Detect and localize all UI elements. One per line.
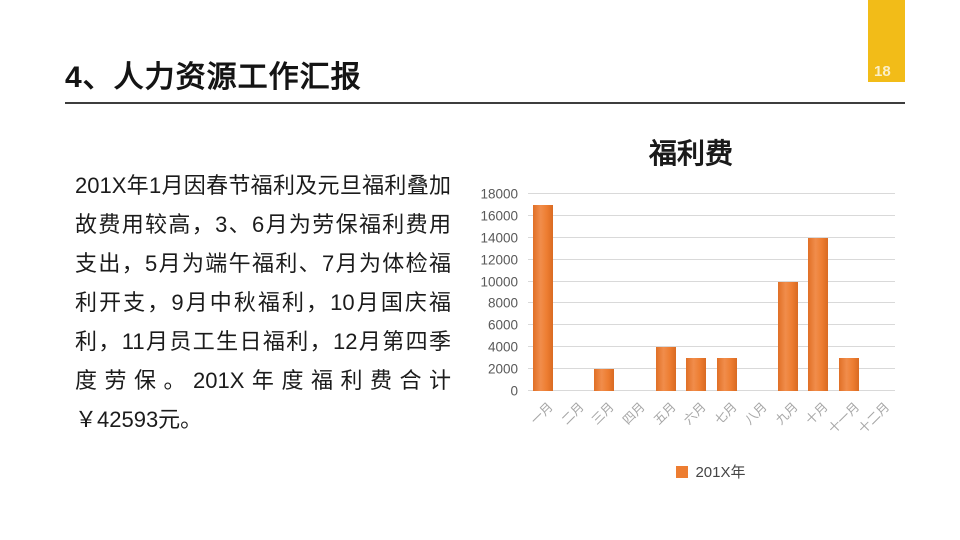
bar-slot-三月 bbox=[589, 194, 620, 391]
x-tick-六月: 六月 bbox=[681, 391, 712, 453]
x-tick-label-二月: 二月 bbox=[559, 399, 587, 428]
gridline-2000 bbox=[528, 368, 895, 370]
bar-slot-一月 bbox=[528, 194, 559, 391]
bar-一月 bbox=[533, 204, 554, 391]
page-number: 18 bbox=[874, 63, 891, 80]
bar-slot-十二月 bbox=[864, 194, 895, 391]
y-tick-label-8000: 8000 bbox=[487, 295, 518, 311]
y-tick-label-12000: 12000 bbox=[480, 252, 518, 268]
page-number-tab: 18 bbox=[868, 0, 905, 82]
bar-九月 bbox=[777, 281, 798, 391]
x-tick-八月: 八月 bbox=[742, 391, 773, 453]
bar-slot-二月 bbox=[559, 194, 590, 391]
bar-series bbox=[528, 194, 895, 391]
y-tick-label-14000: 14000 bbox=[480, 230, 518, 246]
bar-七月 bbox=[716, 358, 737, 391]
welfare-expense-chart: 福利费 0 2000 4000 6000 8000 10000 12000 14000 1600… bbox=[470, 132, 912, 482]
y-tick-label-0: 0 bbox=[510, 383, 518, 399]
x-tick-label-七月: 七月 bbox=[711, 399, 740, 428]
bar-slot-十一月 bbox=[834, 194, 865, 391]
y-tick-label-6000: 6000 bbox=[487, 317, 518, 333]
bar-三月 bbox=[594, 369, 615, 391]
gridline-14000 bbox=[528, 236, 895, 238]
x-tick-九月: 九月 bbox=[773, 391, 804, 453]
x-tick-label-五月: 五月 bbox=[650, 399, 679, 428]
gridline-10000 bbox=[528, 280, 895, 282]
body-paragraph: 201X年1月因春节福利及元旦福利叠加故费用较高，3、6月为劳保福利费用支出，5… bbox=[75, 173, 451, 432]
gridline-12000 bbox=[528, 258, 895, 260]
bar-slot-十月 bbox=[803, 194, 834, 391]
slide-title: 4、人力资源工作汇报 bbox=[65, 61, 362, 94]
x-tick-一月: 一月 bbox=[528, 391, 559, 453]
x-tick-label-四月: 四月 bbox=[620, 399, 648, 428]
bar-slot-五月 bbox=[650, 194, 681, 391]
bar-十一月 bbox=[839, 358, 860, 391]
y-tick-label-16000: 16000 bbox=[480, 208, 518, 224]
bar-slot-八月 bbox=[742, 194, 773, 391]
y-tick-label-10000: 10000 bbox=[480, 274, 518, 290]
x-tick-五月: 五月 bbox=[650, 391, 681, 453]
chart-title: 福利费 bbox=[648, 138, 733, 169]
bar-slot-九月 bbox=[773, 194, 804, 391]
x-tick-label-三月: 三月 bbox=[589, 399, 618, 428]
gridline-6000 bbox=[528, 324, 895, 326]
x-axis-labels: 一月 二月 三月 四月 五月 六月 七月 八月 九月 十月 十一月 十二月 bbox=[528, 391, 895, 453]
bar-slot-六月 bbox=[681, 194, 712, 391]
y-axis-labels: 0 2000 4000 6000 8000 10000 12000 14000 16000 180… bbox=[470, 187, 518, 399]
gridline-16000 bbox=[528, 214, 895, 216]
x-tick-二月: 二月 bbox=[559, 391, 590, 453]
gridline-0 bbox=[528, 390, 895, 391]
gridline-4000 bbox=[528, 346, 895, 348]
plot-area: 0 2000 4000 6000 8000 10000 12000 14000 16000 180… bbox=[480, 187, 895, 399]
bar-六月 bbox=[686, 358, 707, 391]
legend-swatch bbox=[676, 465, 689, 478]
chart-legend: 201X年 bbox=[510, 461, 912, 482]
bar-slot-七月 bbox=[711, 194, 742, 391]
x-tick-七月: 七月 bbox=[711, 391, 742, 453]
x-tick-四月: 四月 bbox=[620, 391, 651, 453]
bar-十月 bbox=[808, 237, 829, 391]
x-tick-十二月: 十二月 bbox=[856, 391, 895, 453]
title-underline bbox=[65, 102, 905, 104]
y-tick-label-18000: 18000 bbox=[480, 186, 518, 202]
legend-label: 201X年 bbox=[695, 464, 746, 481]
x-tick-label-八月: 八月 bbox=[742, 399, 771, 428]
gridline-8000 bbox=[528, 302, 895, 304]
x-tick-label-一月: 一月 bbox=[528, 399, 557, 428]
bar-五月 bbox=[655, 347, 676, 391]
x-tick-label-九月: 九月 bbox=[773, 399, 801, 428]
y-tick-label-2000: 2000 bbox=[487, 361, 518, 377]
y-tick-label-4000: 4000 bbox=[487, 339, 518, 355]
x-tick-label-六月: 六月 bbox=[681, 399, 709, 428]
x-tick-三月: 三月 bbox=[589, 391, 620, 453]
bar-slot-四月 bbox=[620, 194, 651, 391]
gridline-18000 bbox=[528, 193, 895, 194]
